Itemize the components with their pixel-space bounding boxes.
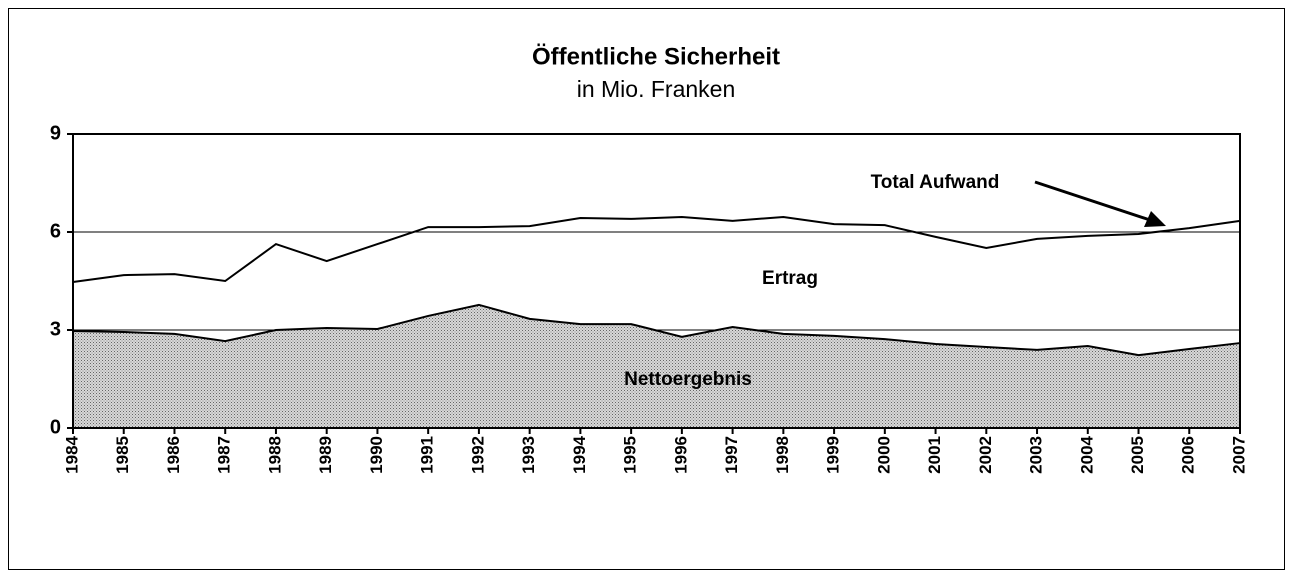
x-tick-label: 1997 xyxy=(722,436,741,474)
x-tick-label: 2004 xyxy=(1077,435,1096,473)
x-tick-label: 2000 xyxy=(874,436,893,474)
line xyxy=(72,215,1241,283)
series-label: Nettoergebnis xyxy=(624,369,752,390)
y-tick-label: 6 xyxy=(50,220,61,242)
x-tick-label: 1993 xyxy=(519,436,538,474)
plot-frame xyxy=(72,133,1241,429)
chart-subtitle: in Mio. Franken xyxy=(577,76,736,102)
area-outline xyxy=(72,303,1241,357)
x-tick-label: 1996 xyxy=(671,436,690,474)
x-tick-label: 1998 xyxy=(773,436,792,474)
x-tick-label: 1989 xyxy=(316,436,335,474)
plot: 0 3 6 9 1984 1985 1986 1987 1988 1989 1990 1991 1992… xyxy=(50,122,1249,474)
x-tick-label: 2002 xyxy=(976,436,995,474)
x-tick-label: 1990 xyxy=(367,436,386,474)
x-tick-label: 1994 xyxy=(570,435,589,473)
chart-title: Öffentliche Sicherheit xyxy=(532,43,780,70)
x-tick-label: 1985 xyxy=(113,436,132,474)
x-tick-label: 1992 xyxy=(468,436,487,474)
x-tick-label: 1991 xyxy=(418,436,437,474)
x-tick-label: 1999 xyxy=(824,436,843,474)
x-tick-label: 2007 xyxy=(1229,436,1248,474)
x-tick-label: 2001 xyxy=(925,436,944,474)
series-label: Total Aufwand xyxy=(871,172,1000,193)
area xyxy=(73,304,1240,428)
x-tick-label: 2006 xyxy=(1179,436,1198,474)
x-tick-label: 2005 xyxy=(1128,436,1147,474)
x-tick-label: 1984 xyxy=(62,435,81,473)
y-tick-label: 3 xyxy=(50,318,61,340)
x-tick-label: 1986 xyxy=(164,436,183,474)
arrow-shaft xyxy=(1034,180,1151,222)
x-tick-label: 2003 xyxy=(1027,436,1046,474)
y-tick-label: 0 xyxy=(50,416,61,438)
arrow-head xyxy=(1144,211,1166,227)
annotation: Ertrag xyxy=(762,268,818,289)
x-tick-label: 1995 xyxy=(621,436,640,474)
x-tick-label: 1987 xyxy=(215,436,234,474)
x-tick-label: 1988 xyxy=(265,436,284,474)
y-tick-label: 9 xyxy=(50,122,61,144)
